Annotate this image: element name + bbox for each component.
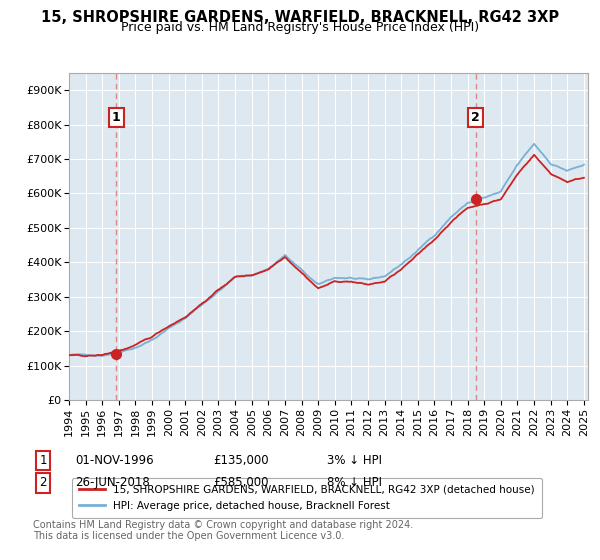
Text: 01-NOV-1996: 01-NOV-1996	[75, 454, 154, 467]
Text: 2: 2	[40, 476, 47, 489]
Text: £585,000: £585,000	[213, 476, 269, 489]
Text: Contains HM Land Registry data © Crown copyright and database right 2024.
This d: Contains HM Land Registry data © Crown c…	[33, 520, 413, 542]
Legend: 15, SHROPSHIRE GARDENS, WARFIELD, BRACKNELL, RG42 3XP (detached house), HPI: Ave: 15, SHROPSHIRE GARDENS, WARFIELD, BRACKN…	[71, 478, 542, 518]
Text: Price paid vs. HM Land Registry's House Price Index (HPI): Price paid vs. HM Land Registry's House …	[121, 21, 479, 34]
Text: 3% ↓ HPI: 3% ↓ HPI	[327, 454, 382, 467]
Text: 1: 1	[40, 454, 47, 467]
Text: 15, SHROPSHIRE GARDENS, WARFIELD, BRACKNELL, RG42 3XP: 15, SHROPSHIRE GARDENS, WARFIELD, BRACKN…	[41, 10, 559, 25]
Text: 1: 1	[112, 111, 121, 124]
Text: £135,000: £135,000	[213, 454, 269, 467]
Text: 26-JUN-2018: 26-JUN-2018	[75, 476, 150, 489]
Text: 8% ↓ HPI: 8% ↓ HPI	[327, 476, 382, 489]
Text: 2: 2	[471, 111, 480, 124]
